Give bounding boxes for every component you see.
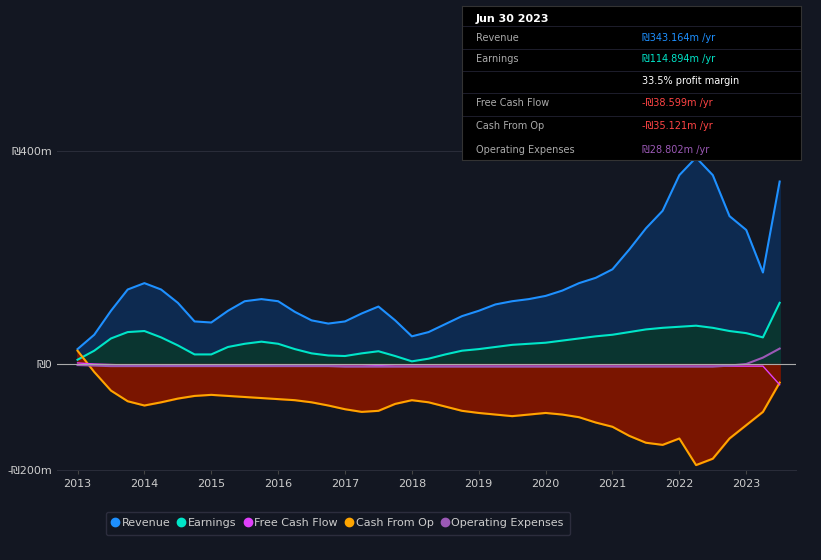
Text: 33.5% profit margin: 33.5% profit margin xyxy=(642,76,739,86)
Text: -₪35.121m /yr: -₪35.121m /yr xyxy=(642,122,713,132)
Text: Earnings: Earnings xyxy=(476,54,518,64)
Text: Operating Expenses: Operating Expenses xyxy=(476,144,575,155)
Text: ₪343.164m /yr: ₪343.164m /yr xyxy=(642,33,715,43)
Text: -₪38.599m /yr: -₪38.599m /yr xyxy=(642,99,713,109)
Text: Jun 30 2023: Jun 30 2023 xyxy=(476,13,549,24)
Text: ₪28.802m /yr: ₪28.802m /yr xyxy=(642,144,709,155)
Text: ₪114.894m /yr: ₪114.894m /yr xyxy=(642,54,715,64)
Text: Revenue: Revenue xyxy=(476,33,519,43)
Legend: Revenue, Earnings, Free Cash Flow, Cash From Op, Operating Expenses: Revenue, Earnings, Free Cash Flow, Cash … xyxy=(106,512,571,535)
Text: Cash From Op: Cash From Op xyxy=(476,122,544,132)
Text: Free Cash Flow: Free Cash Flow xyxy=(476,99,549,109)
